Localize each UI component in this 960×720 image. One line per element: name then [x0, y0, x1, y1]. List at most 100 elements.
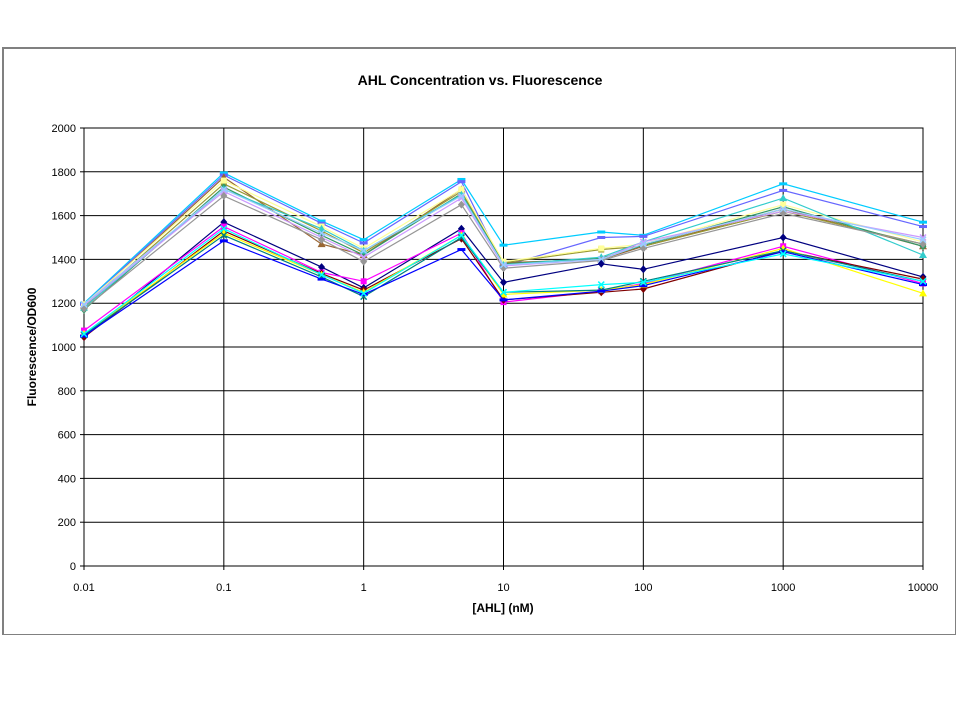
chart-title: AHL Concentration vs. Fluorescence	[358, 72, 603, 88]
y-axis-label: Fluorescence/OD600	[25, 287, 39, 406]
data-point	[219, 171, 228, 175]
data-point	[220, 191, 228, 200]
x-tick-label: 10000	[908, 582, 939, 594]
data-point	[499, 290, 508, 298]
x-tick-label: 1000	[771, 582, 795, 594]
data-point	[80, 334, 88, 338]
data-point	[919, 289, 927, 297]
data-point	[317, 219, 326, 223]
data-point	[919, 236, 927, 244]
data-point	[597, 281, 605, 289]
data-point	[457, 233, 465, 242]
data-point	[458, 186, 465, 193]
data-point	[317, 221, 326, 225]
data-point	[597, 255, 605, 263]
data-point	[919, 220, 927, 224]
series-line	[83, 183, 924, 307]
x-tick-label: 0.01	[73, 582, 94, 594]
data-point	[318, 235, 326, 244]
data-point	[457, 177, 466, 181]
series-s1	[80, 171, 927, 305]
data-point	[317, 224, 326, 232]
data-point	[220, 231, 228, 239]
data-point	[220, 187, 228, 196]
data-point	[639, 277, 647, 285]
series-s17	[80, 225, 927, 338]
x-axis-label: [AHL] (nM)	[472, 601, 533, 615]
data-point	[639, 265, 647, 274]
series-line	[83, 188, 924, 305]
data-point	[360, 257, 368, 266]
data-point	[220, 225, 228, 233]
series-line	[83, 174, 924, 305]
y-tick-label: 1800	[52, 167, 76, 179]
data-point	[779, 182, 788, 186]
series-line	[83, 228, 924, 335]
data-point	[779, 205, 787, 213]
data-point	[317, 277, 326, 281]
x-tick-label: 0.1	[216, 582, 231, 594]
y-tick-label: 1000	[52, 342, 76, 354]
data-point	[919, 277, 927, 285]
data-point	[360, 289, 368, 297]
data-point	[779, 194, 788, 202]
data-point	[919, 225, 927, 229]
data-point	[219, 239, 228, 243]
data-point	[457, 180, 466, 184]
y-tick-label: 800	[58, 386, 76, 398]
data-point	[779, 250, 788, 254]
data-point	[499, 261, 508, 269]
data-point	[360, 253, 368, 261]
data-point	[597, 230, 606, 234]
chart-frame	[2, 47, 956, 635]
x-tick-label: 100	[634, 582, 652, 594]
data-point	[359, 238, 368, 242]
data-point	[779, 250, 787, 258]
y-tick-label: 1400	[52, 254, 76, 266]
data-point	[220, 185, 228, 193]
y-tick-label: 1600	[52, 211, 76, 223]
data-point	[919, 283, 927, 287]
series-line	[83, 234, 924, 336]
data-point	[598, 245, 605, 252]
data-point	[220, 177, 227, 184]
y-tick-label: 400	[58, 473, 76, 485]
data-point	[597, 259, 605, 268]
data-point	[499, 243, 508, 247]
y-tick-label: 200	[58, 517, 76, 529]
data-point	[457, 200, 465, 209]
data-point	[597, 236, 606, 239]
x-tick-label: 10	[497, 582, 509, 594]
data-point	[318, 271, 326, 279]
data-point	[359, 292, 368, 296]
y-tick-label: 600	[58, 430, 76, 442]
data-point	[360, 278, 367, 285]
data-point	[80, 330, 88, 338]
data-point	[639, 234, 648, 238]
data-point	[500, 278, 507, 287]
series-line	[83, 172, 924, 304]
data-point	[457, 192, 465, 200]
data-point	[499, 288, 508, 296]
series-line	[83, 179, 924, 305]
data-point	[457, 231, 465, 239]
data-point	[779, 188, 788, 192]
data-point	[639, 240, 647, 248]
y-tick-label: 0	[70, 561, 76, 573]
data-point	[499, 298, 508, 302]
data-point	[359, 241, 368, 245]
data-point	[639, 284, 648, 288]
series-line	[83, 221, 924, 338]
data-point	[639, 278, 647, 286]
data-point	[318, 263, 326, 272]
data-point	[919, 251, 927, 259]
data-point	[360, 247, 368, 255]
data-point	[779, 233, 787, 242]
x-tick-label: 1	[361, 582, 367, 594]
data-point	[80, 300, 88, 308]
data-point	[457, 248, 466, 252]
series-line	[83, 225, 924, 332]
data-point	[597, 289, 606, 293]
y-tick-label: 1200	[52, 298, 76, 310]
